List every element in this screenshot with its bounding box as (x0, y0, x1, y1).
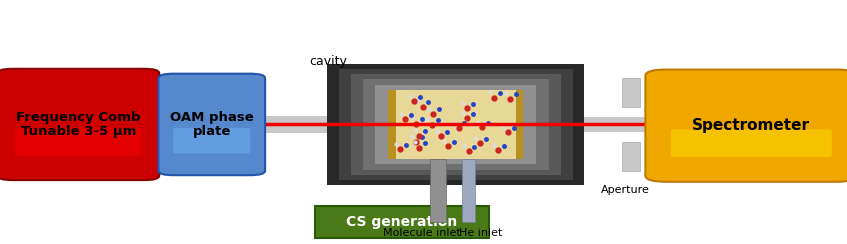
FancyBboxPatch shape (315, 206, 489, 238)
Text: CS generation: CS generation (346, 215, 457, 229)
FancyBboxPatch shape (557, 117, 661, 132)
FancyBboxPatch shape (0, 69, 159, 180)
FancyBboxPatch shape (645, 70, 847, 182)
FancyBboxPatch shape (388, 90, 523, 159)
Text: Spectrometer: Spectrometer (692, 118, 811, 133)
Text: Frequency Comb: Frequency Comb (16, 111, 141, 124)
FancyBboxPatch shape (622, 78, 640, 107)
FancyBboxPatch shape (516, 90, 523, 159)
FancyBboxPatch shape (622, 142, 640, 171)
FancyBboxPatch shape (363, 79, 549, 170)
Text: plate: plate (192, 125, 231, 138)
FancyBboxPatch shape (671, 129, 832, 157)
FancyBboxPatch shape (173, 128, 251, 153)
Text: He inlet: He inlet (458, 228, 502, 238)
FancyBboxPatch shape (250, 116, 352, 133)
Text: Molecule inlet: Molecule inlet (383, 228, 461, 238)
FancyBboxPatch shape (339, 69, 573, 180)
Text: Aperture: Aperture (601, 185, 650, 195)
Text: Tunable 3-5 μm: Tunable 3-5 μm (20, 125, 136, 138)
FancyBboxPatch shape (430, 159, 446, 222)
FancyBboxPatch shape (462, 159, 475, 222)
FancyBboxPatch shape (388, 90, 396, 159)
FancyBboxPatch shape (15, 128, 141, 156)
Text: OAM phase: OAM phase (170, 111, 253, 124)
FancyBboxPatch shape (327, 64, 584, 185)
Text: cavity: cavity (309, 55, 347, 68)
FancyBboxPatch shape (158, 74, 265, 175)
FancyBboxPatch shape (375, 85, 536, 164)
FancyBboxPatch shape (351, 74, 561, 175)
